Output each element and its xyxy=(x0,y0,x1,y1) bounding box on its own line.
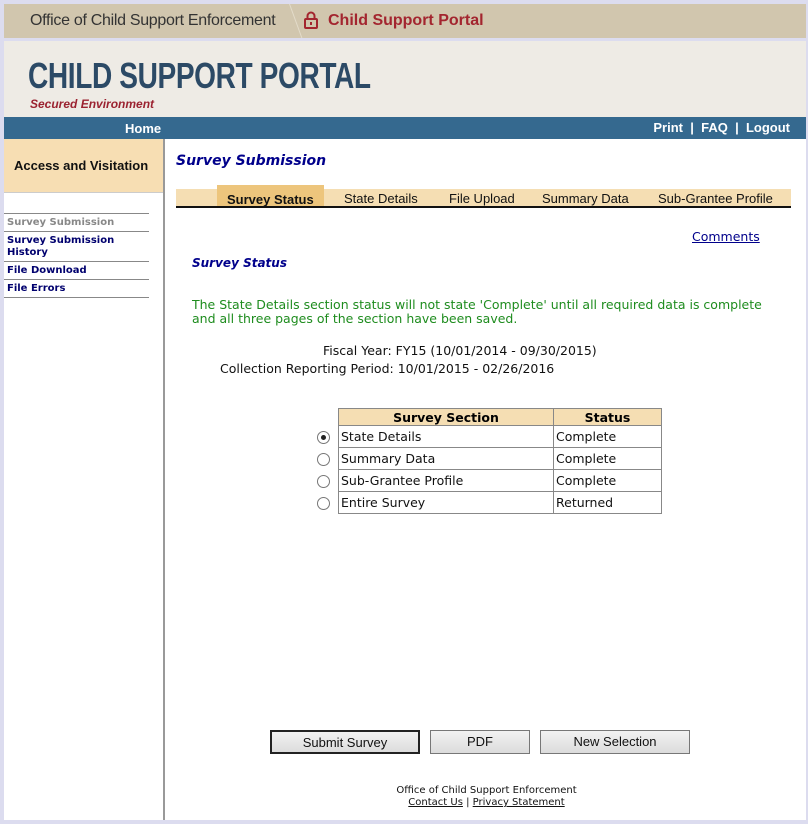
status-cell: Complete xyxy=(553,425,662,448)
sidebar-item-file-errors[interactable]: File Errors xyxy=(4,280,149,298)
status-message: The State Details section status will no… xyxy=(192,297,762,326)
faq-link[interactable]: FAQ xyxy=(701,120,728,135)
submit-survey-button[interactable]: Submit Survey xyxy=(270,730,420,754)
top-bar: Office of Child Support Enforcement Chil… xyxy=(4,4,806,38)
breadcrumb-separator xyxy=(276,4,303,38)
logout-link[interactable]: Logout xyxy=(745,120,790,135)
page: Office of Child Support Enforcement Chil… xyxy=(4,4,806,820)
comments-link[interactable]: Comments xyxy=(692,229,760,244)
table-row: State Details Complete xyxy=(338,425,662,448)
privacy-statement-link[interactable]: Privacy Statement xyxy=(472,797,565,808)
footer-links: Contact Us | Privacy Statement xyxy=(167,797,806,808)
section-cell: State Details xyxy=(338,425,554,448)
radio-sub-grantee-profile[interactable] xyxy=(317,475,330,488)
section-cell: Entire Survey xyxy=(338,491,554,514)
footer-separator: | xyxy=(466,797,470,808)
page-title: Survey Submission xyxy=(176,153,327,169)
nav-separator: | xyxy=(735,120,739,135)
pdf-button[interactable]: PDF xyxy=(430,730,530,754)
portal-logo: CHILD SUPPORT PORTAL xyxy=(28,55,371,96)
portal-title: Child Support Portal xyxy=(328,12,484,29)
section-cell: Sub-Grantee Profile xyxy=(338,469,554,492)
sidebar-item-survey-submission-history[interactable]: Survey Submission History xyxy=(4,232,149,262)
radio-entire-survey[interactable] xyxy=(317,497,330,510)
table-row: Entire Survey Returned xyxy=(338,491,662,514)
table-row: Sub-Grantee Profile Complete xyxy=(338,469,662,492)
survey-status-table: Survey Section Status State Details Comple… xyxy=(338,408,662,514)
lock-icon xyxy=(304,11,318,29)
nav-separator: | xyxy=(690,120,694,135)
tab-sub-grantee-profile[interactable]: Sub-Grantee Profile xyxy=(658,191,773,206)
tab-file-upload[interactable]: File Upload xyxy=(449,191,515,206)
table-header: Survey Section Status xyxy=(338,408,662,426)
section-cell: Summary Data xyxy=(338,447,554,470)
sidebar-item-survey-submission[interactable]: Survey Submission xyxy=(4,214,149,232)
header-banner: CHILD SUPPORT PORTAL Secured Environment xyxy=(4,38,806,117)
new-selection-button[interactable]: New Selection xyxy=(540,730,690,754)
status-cell: Complete xyxy=(553,469,662,492)
footer-org: Office of Child Support Enforcement xyxy=(396,785,577,796)
sidebar-item-file-download[interactable]: File Download xyxy=(4,262,149,280)
home-link[interactable]: Home xyxy=(125,121,162,136)
nav-bar: Home Print | FAQ | Logout xyxy=(4,117,806,139)
tab-bar: Survey Status State Details File Upload … xyxy=(176,185,791,208)
collection-period: Collection Reporting Period: 10/01/2015 … xyxy=(220,361,555,376)
sidebar-title: Access and Visitation xyxy=(4,139,163,193)
status-cell: Complete xyxy=(553,447,662,470)
table-row: Summary Data Complete xyxy=(338,447,662,470)
portal-subtitle: Secured Environment xyxy=(30,97,155,111)
column-header: Survey Section xyxy=(338,408,554,426)
radio-summary-data[interactable] xyxy=(317,453,330,466)
radio-state-details[interactable] xyxy=(317,431,330,444)
section-title: Survey Status xyxy=(192,256,287,270)
main-content: Survey Submission Survey Status State De… xyxy=(167,139,806,820)
sidebar: Access and Visitation Survey Submission … xyxy=(4,139,165,820)
sidebar-nav: Survey Submission Survey Submission Hist… xyxy=(4,213,149,298)
tab-state-details[interactable]: State Details xyxy=(344,191,418,206)
fiscal-year: Fiscal Year: FY15 (10/01/2014 - 09/30/20… xyxy=(323,343,597,358)
tab-survey-status[interactable]: Survey Status xyxy=(217,185,324,207)
tab-summary-data[interactable]: Summary Data xyxy=(542,191,629,206)
print-link[interactable]: Print xyxy=(653,120,683,135)
agency-link[interactable]: Office of Child Support Enforcement xyxy=(30,12,276,29)
contact-us-link[interactable]: Contact Us xyxy=(408,797,463,808)
status-cell: Returned xyxy=(553,491,662,514)
column-header: Status xyxy=(553,408,662,426)
